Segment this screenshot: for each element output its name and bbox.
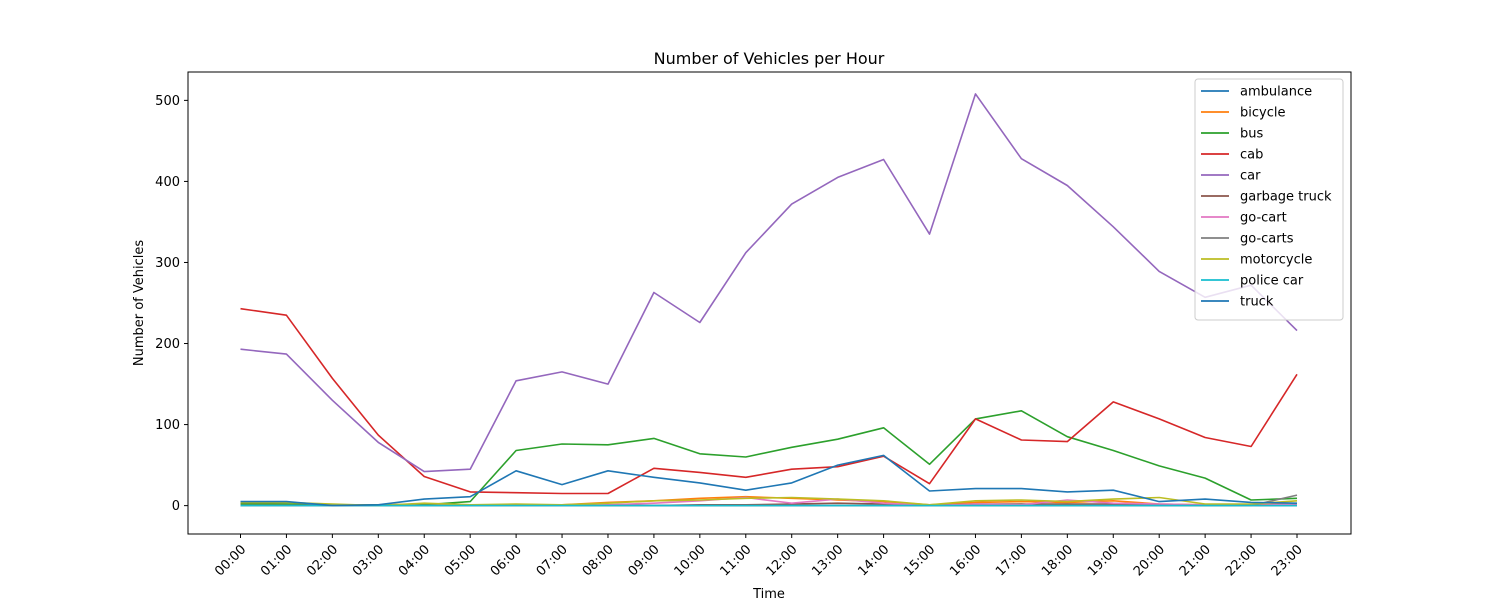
y-tick-label: 300 — [155, 256, 180, 271]
x-tick-label: 01:00 — [258, 542, 295, 579]
y-axis: 0 100 200 300 400 500 — [155, 94, 188, 514]
x-tick-label: 14:00 — [855, 542, 892, 579]
x-tick-label: 19:00 — [1085, 542, 1122, 579]
x-tick-label: 08:00 — [580, 542, 617, 579]
x-tick-label: 21:00 — [1177, 542, 1214, 579]
x-tick-label: 23:00 — [1269, 542, 1306, 579]
series-line-bus — [240, 409, 1298, 507]
series-lines — [240, 93, 1298, 507]
y-tick-label: 200 — [155, 337, 180, 352]
x-tick-label: 13:00 — [809, 542, 846, 579]
legend: ambulance bicycle bus cab car garbage truck go… — [1194, 78, 1344, 321]
legend-label: police car — [1240, 274, 1304, 289]
x-axis-title: Time — [752, 587, 785, 600]
legend-box — [1194, 78, 1344, 321]
x-tick-label: 04:00 — [396, 542, 433, 579]
y-axis-title: Number of Vehicles — [132, 240, 147, 367]
series-line-cab — [240, 307, 1298, 495]
legend-label: bus — [1240, 127, 1263, 142]
plot-area — [187, 71, 1352, 535]
x-tick-label: 10:00 — [672, 542, 709, 579]
x-tick-label: 15:00 — [901, 542, 938, 579]
x-tick-label: 22:00 — [1223, 542, 1260, 579]
y-tick-label: 400 — [155, 175, 180, 190]
legend-label: cab — [1240, 148, 1263, 163]
x-tick-label: 05:00 — [442, 542, 479, 579]
chart-title: Number of Vehicles per Hour — [654, 49, 885, 68]
x-tick-label: 16:00 — [947, 542, 984, 579]
x-tick-label: 03:00 — [350, 542, 387, 579]
legend-label: go-carts — [1240, 232, 1294, 247]
x-tick-label: 07:00 — [534, 542, 571, 579]
x-tick-label: 12:00 — [763, 542, 800, 579]
y-tick-label: 500 — [155, 94, 180, 109]
legend-label: truck — [1240, 295, 1274, 310]
legend-label: ambulance — [1240, 85, 1312, 100]
x-tick-label: 00:00 — [212, 542, 249, 579]
legend-label: car — [1240, 169, 1261, 184]
series-line-car — [240, 93, 1298, 473]
y-tick-label: 0 — [172, 499, 180, 514]
legend-label: motorcycle — [1240, 253, 1312, 268]
x-tick-label: 06:00 — [488, 542, 525, 579]
plot-frame — [187, 71, 1352, 535]
legend-label: go-cart — [1240, 211, 1287, 226]
legend-label: bicycle — [1240, 106, 1285, 121]
x-tick-label: 02:00 — [304, 542, 341, 579]
y-tick-label: 100 — [155, 418, 180, 433]
x-tick-label: 09:00 — [626, 542, 663, 579]
series-line-motorcycle — [240, 496, 1298, 507]
x-tick-label: 18:00 — [1039, 542, 1076, 579]
x-tick-label: 17:00 — [993, 542, 1030, 579]
series-line-truck — [240, 454, 1298, 507]
legend-label: garbage truck — [1240, 190, 1332, 205]
x-tick-label: 11:00 — [718, 542, 755, 579]
x-tick-label: 20:00 — [1131, 542, 1168, 579]
x-axis: 00:00 01:00 02:00 03:00 04:00 05:00 06:00 07:00… — [212, 534, 1306, 579]
